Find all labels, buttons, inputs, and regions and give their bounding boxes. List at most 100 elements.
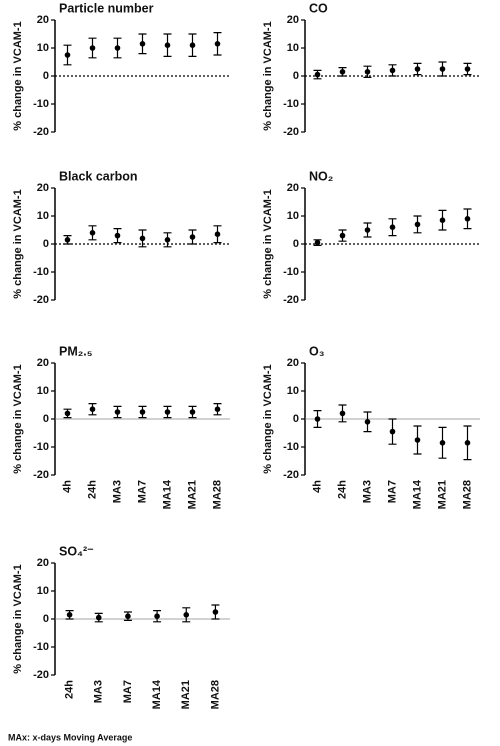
x-tick-label: MA21 — [436, 480, 448, 509]
point — [414, 221, 421, 228]
y-tick-label: 10 — [37, 42, 49, 54]
panel: PM₂.₅ % change in VCAM-1 -20 -10 0 10 20 4h 24h M… — [12, 344, 230, 509]
panel-title: NO₂ — [309, 169, 333, 183]
point — [89, 230, 96, 236]
y-axis-label: % change in VCAM-1 — [262, 21, 274, 130]
x-tick-label: MA7 — [136, 480, 148, 503]
point — [214, 406, 221, 413]
y-tick-label: -10 — [33, 266, 49, 278]
y-tick-label: 10 — [287, 385, 299, 397]
point — [95, 614, 102, 621]
footnote: MAx: x-days Moving Average — [8, 732, 132, 742]
point — [439, 66, 446, 72]
y-tick-label: 0 — [293, 238, 299, 250]
point — [139, 235, 146, 242]
point — [339, 410, 346, 417]
y-tick-label: -20 — [283, 294, 299, 306]
x-tick-label: MA3 — [361, 480, 373, 503]
point — [64, 410, 71, 417]
point — [214, 231, 221, 237]
y-tick-label: 10 — [287, 210, 299, 222]
point — [154, 613, 160, 619]
point — [183, 612, 190, 618]
point — [439, 440, 446, 446]
y-tick-label: -20 — [33, 469, 49, 481]
y-tick-label: 20 — [37, 182, 49, 194]
x-tick-label: MA3 — [111, 480, 123, 503]
point — [114, 45, 121, 51]
x-tick-label: MA28 — [209, 680, 221, 709]
y-tick-label: 20 — [37, 14, 49, 26]
x-tick-label: MA14 — [161, 479, 173, 509]
panel: SO₄²⁻ % change in VCAM-1 -20 -10 0 10 20 24h MA3… — [12, 544, 230, 709]
panel: Particle number % change in VCAM-1 -20 -10 0… — [12, 1, 230, 138]
x-tick-label: MA21 — [180, 680, 192, 709]
y-axis-label: % change in VCAM-1 — [262, 189, 274, 298]
panel: O₃ % change in VCAM-1 -20 -10 0 10 20 4h 24h MA3 M… — [262, 344, 480, 509]
x-tick-label: MA28 — [461, 480, 473, 509]
y-tick-label: 20 — [287, 357, 299, 369]
point — [389, 224, 396, 230]
y-tick-label: 0 — [43, 613, 49, 625]
point — [139, 41, 146, 47]
panel-title: PM₂.₅ — [59, 344, 93, 358]
y-tick-label: -10 — [33, 641, 49, 653]
y-tick-label: -20 — [33, 669, 49, 681]
y-tick-label: 10 — [37, 585, 49, 597]
point — [139, 409, 146, 415]
y-tick-label: -10 — [33, 98, 49, 110]
point — [189, 409, 196, 415]
point — [389, 67, 396, 74]
y-tick-label: -20 — [283, 469, 299, 481]
y-tick-label: 0 — [43, 70, 49, 82]
point — [189, 42, 196, 48]
x-tick-label: MA3 — [93, 680, 105, 703]
y-tick-label: -10 — [283, 98, 299, 110]
point — [464, 216, 471, 222]
y-tick-label: 0 — [293, 70, 299, 82]
point — [66, 612, 73, 618]
x-tick-label: MA21 — [186, 480, 198, 509]
point — [164, 42, 171, 48]
point — [125, 613, 131, 619]
y-axis-label: % change in VCAM-1 — [12, 364, 24, 473]
y-tick-label: 0 — [43, 238, 49, 250]
panel-title: SO₄²⁻ — [59, 544, 94, 558]
panel-title: CO — [309, 1, 328, 15]
point — [189, 234, 196, 240]
y-tick-label: 20 — [37, 557, 49, 569]
panel-title: Particle number — [59, 1, 154, 15]
y-tick-label: 10 — [37, 210, 49, 222]
x-tick-label: 24h — [336, 480, 348, 499]
panel-title: O₃ — [309, 344, 325, 358]
y-tick-label: 20 — [287, 14, 299, 26]
x-tick-label: MA14 — [411, 479, 423, 509]
point — [464, 66, 471, 72]
y-tick-label: -20 — [33, 126, 49, 138]
point — [64, 237, 71, 243]
point — [339, 232, 346, 239]
y-tick-label: -20 — [33, 294, 49, 306]
point — [314, 239, 321, 246]
point — [414, 437, 421, 443]
y-tick-label: 0 — [293, 413, 299, 425]
y-tick-label: 0 — [43, 413, 49, 425]
point — [89, 45, 96, 51]
x-tick-label: MA14 — [151, 679, 163, 709]
x-tick-label: 24h — [86, 480, 98, 499]
x-tick-label: MA7 — [122, 680, 134, 703]
point — [214, 41, 221, 47]
point — [89, 406, 96, 413]
panel: Black carbon % change in VCAM-1 -20 -10 0 10 2… — [12, 169, 230, 306]
panel: CO % change in VCAM-1 -20 -10 0 10 20 — [262, 1, 480, 138]
point — [464, 440, 471, 446]
y-axis-label: % change in VCAM-1 — [12, 21, 24, 130]
y-tick-label: 20 — [37, 357, 49, 369]
x-tick-label: 4h — [61, 480, 73, 493]
point — [314, 71, 321, 78]
point — [314, 416, 321, 422]
point — [164, 237, 171, 243]
x-tick-label: MA28 — [211, 480, 223, 509]
point — [64, 52, 71, 58]
